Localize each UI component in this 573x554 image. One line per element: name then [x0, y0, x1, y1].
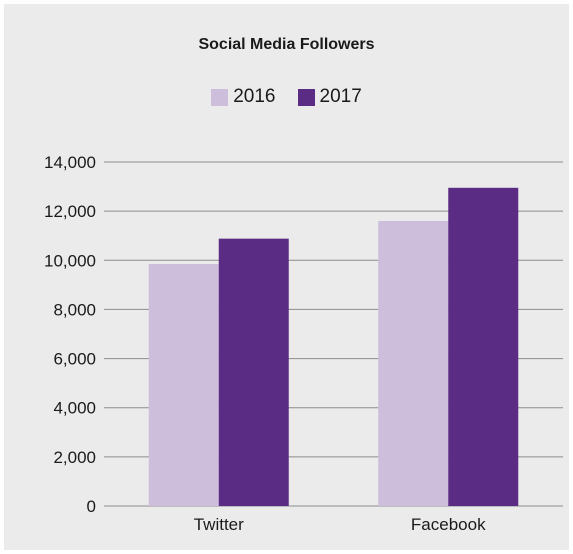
legend-label-2017: 2017	[319, 86, 362, 107]
plot-area: 0 2,000 4,000 6,000 8,000 10,000 12,000 14,000 T…	[44, 153, 563, 534]
y-tick-label: 4,000	[53, 399, 96, 418]
y-tick-label: 14,000	[44, 153, 96, 172]
y-tick-label: 6,000	[53, 350, 96, 369]
legend-swatch-2017	[297, 88, 315, 106]
legend-swatch-2016	[211, 88, 229, 106]
chart-title: Social Media Followers	[198, 36, 375, 53]
bar-twitter-2017	[218, 238, 289, 507]
y-tick-label: 0	[87, 497, 96, 516]
y-tick-label: 2,000	[53, 448, 96, 467]
y-tick-label: 8,000	[53, 300, 96, 319]
bar-facebook-2017	[448, 187, 519, 507]
y-tick-label: 10,000	[44, 251, 96, 270]
x-tick-label-twitter: Twitter	[194, 515, 244, 534]
x-tick-label-facebook: Facebook	[411, 515, 486, 534]
chart-container: Social Media Followers 2016 2017 0 2,000 4…	[4, 4, 569, 550]
legend-label-2016: 2016	[233, 86, 276, 107]
y-tick-label: 12,000	[44, 202, 96, 221]
legend: 2016 2017	[4, 86, 569, 108]
bar-twitter-2016	[148, 263, 219, 506]
legend-item-2017: 2017	[297, 86, 362, 108]
legend-item-2016: 2016	[211, 86, 276, 108]
bar-facebook-2016	[378, 220, 449, 506]
